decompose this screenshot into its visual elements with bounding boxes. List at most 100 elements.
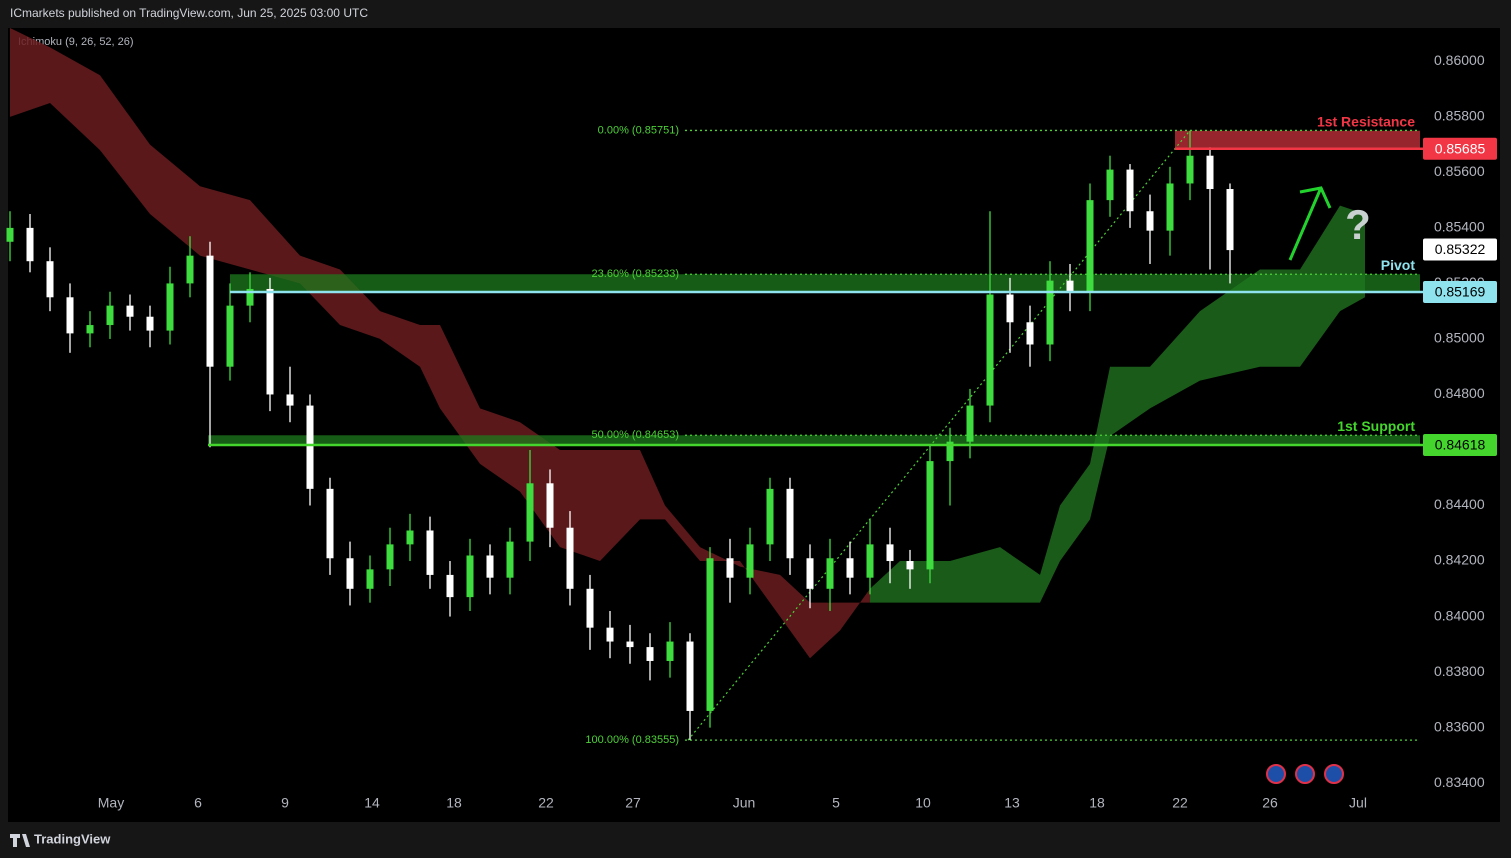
cloud-segment xyxy=(50,47,100,151)
fib-label: 100.00% (0.83555) xyxy=(585,734,679,746)
y-tick-label: 0.84200 xyxy=(1434,552,1485,568)
level-label: 1st Support xyxy=(1337,418,1415,434)
y-tick-label: 0.85400 xyxy=(1434,219,1485,235)
candle-body xyxy=(926,461,934,570)
fib-label: 50.00% (0.84653) xyxy=(592,429,679,441)
y-tick-label: 0.83800 xyxy=(1434,663,1485,679)
y-tick-label: 0.86000 xyxy=(1434,52,1485,68)
candle-body xyxy=(1186,155,1194,184)
cloud-segment xyxy=(950,547,1000,603)
publisher-note: ICmarkets published on TradingView.com, … xyxy=(10,6,368,20)
last-price-box-label: 0.85322 xyxy=(1435,241,1486,257)
candle-body xyxy=(506,541,514,578)
x-tick-label: 22 xyxy=(1172,795,1188,811)
candle-body xyxy=(386,544,394,570)
candle-body xyxy=(346,558,354,589)
candle-body xyxy=(786,488,794,559)
candle-body xyxy=(886,544,894,562)
last-price-box xyxy=(1423,238,1497,261)
x-tick-label: 14 xyxy=(364,795,380,811)
y-tick-label: 0.85600 xyxy=(1434,163,1485,179)
y-tick-label: 0.84400 xyxy=(1434,496,1485,512)
candle-body xyxy=(1166,183,1174,231)
candle-body xyxy=(966,405,974,442)
candle-body xyxy=(806,558,814,589)
candle-body xyxy=(1146,211,1154,231)
y-tick-label: 0.83600 xyxy=(1434,718,1485,734)
x-tick-label: 9 xyxy=(281,795,289,811)
candle-body xyxy=(406,530,414,545)
level-band xyxy=(1175,130,1420,149)
x-tick-label: Jun xyxy=(733,795,756,811)
candle-body xyxy=(1206,155,1214,190)
level-price-box xyxy=(1423,281,1497,304)
cloud-segment xyxy=(1060,463,1090,562)
level-price-box xyxy=(1423,433,1497,456)
candle-body xyxy=(1066,280,1074,292)
candle-body xyxy=(1086,200,1094,292)
layers: 0.00% (0.85751) 23.60% (0.85233) 50.00% (0… xyxy=(6,28,1497,811)
cloud-segment xyxy=(600,449,640,562)
candle-body xyxy=(106,305,114,326)
y-tick-label: 0.85000 xyxy=(1434,330,1485,346)
cloud-segment xyxy=(810,602,840,659)
candle-body xyxy=(426,530,434,575)
cloud-segment xyxy=(780,574,810,659)
cloud-segment xyxy=(10,28,50,117)
arrow xyxy=(1288,186,1332,261)
cloud-segment xyxy=(640,449,665,520)
candle-body xyxy=(686,641,694,711)
level-label: 1st Resistance xyxy=(1317,113,1415,129)
candle-body xyxy=(246,288,254,306)
candle-body xyxy=(1226,189,1234,251)
cloud-segment xyxy=(150,144,200,256)
footer-brand: TradingView xyxy=(34,831,111,846)
candle-body xyxy=(66,297,74,334)
cloud-segment xyxy=(440,325,480,464)
candle-body xyxy=(1006,294,1014,323)
candle-body xyxy=(166,283,174,331)
candle-body xyxy=(146,316,154,331)
candle-body xyxy=(846,558,854,578)
cloud-segment xyxy=(560,449,600,562)
cloud-segment xyxy=(200,186,250,270)
cloud-segment xyxy=(250,200,300,284)
level-price-box-label: 0.84618 xyxy=(1435,437,1486,453)
y-tick-label: 0.84800 xyxy=(1434,385,1485,401)
candle-body xyxy=(726,558,734,578)
candle-body xyxy=(286,394,294,406)
candle-body xyxy=(986,294,994,406)
x-tick-label: 22 xyxy=(538,795,554,811)
x-tick-label: 6 xyxy=(194,795,202,811)
candle-body xyxy=(326,488,334,559)
x-tick-label: 18 xyxy=(1089,795,1105,811)
candle-body xyxy=(466,555,474,598)
cloud-segment xyxy=(900,561,950,603)
candle-body xyxy=(486,555,494,578)
cloud-segment xyxy=(480,408,520,492)
candle-body xyxy=(266,288,274,395)
candle-body xyxy=(606,627,614,642)
candle-body xyxy=(186,255,194,284)
candle-body xyxy=(546,483,554,528)
x-tick-label: 26 xyxy=(1262,795,1278,811)
x-tick-label: 13 xyxy=(1004,795,1020,811)
candle-body xyxy=(666,641,674,661)
level-band xyxy=(208,435,1420,445)
logo xyxy=(10,834,30,847)
candle-body xyxy=(126,305,134,317)
question-mark: ? xyxy=(1345,201,1371,248)
candle-body xyxy=(866,544,874,578)
candle-body xyxy=(306,405,314,489)
candle-body xyxy=(586,588,594,628)
candle-body xyxy=(1046,280,1054,345)
x-tick-label: 5 xyxy=(832,795,840,811)
fib-trend-line xyxy=(687,130,1191,741)
candle-body xyxy=(1106,169,1114,201)
fib-label: 0.00% (0.85751) xyxy=(598,124,679,136)
candle-body xyxy=(566,527,574,589)
candle-body xyxy=(226,305,234,367)
candle-body xyxy=(1026,322,1034,345)
fib-label: 23.60% (0.85233) xyxy=(592,268,679,280)
